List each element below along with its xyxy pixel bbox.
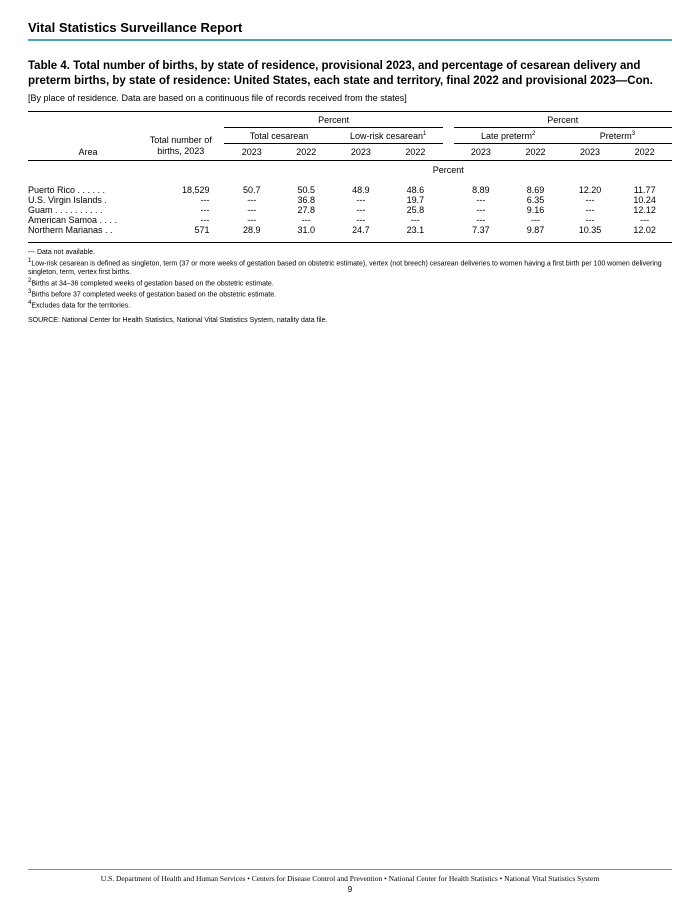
cell-value: ---	[224, 195, 279, 205]
footnotes: --- Data not available. 1Low-risk cesare…	[28, 249, 672, 326]
table-row: American Samoa . . . . -----------------…	[28, 215, 672, 225]
table-subtitle: [By place of residence. Data are based o…	[28, 93, 672, 103]
spanner-late-preterm: Late preterm2	[454, 127, 563, 143]
col-tc-2023: 2023	[224, 143, 279, 160]
cell-births: ---	[148, 205, 213, 215]
cell-value: 6.35	[508, 195, 563, 205]
cell-value: 48.9	[334, 185, 389, 195]
table-row: U.S. Virgin Islands . ------36.8---19.7-…	[28, 195, 672, 205]
page-footer: U.S. Department of Health and Human Serv…	[28, 869, 672, 894]
cell-value: 10.35	[563, 225, 618, 235]
cell-value: ---	[334, 215, 389, 225]
cell-value: ---	[617, 215, 672, 225]
col-total-births: Total number of births, 2023	[148, 111, 213, 160]
cell-value: 11.77	[617, 185, 672, 195]
cell-value: 25.8	[388, 205, 443, 215]
col-lp-2023: 2023	[454, 143, 509, 160]
cell-value: ---	[563, 195, 618, 205]
body-percent-label: Percent	[224, 160, 672, 177]
cell-value: 12.02	[617, 225, 672, 235]
cell-value: ---	[454, 205, 509, 215]
cell-value: ---	[388, 215, 443, 225]
cell-value: 9.87	[508, 225, 563, 235]
cell-value: ---	[224, 205, 279, 215]
footnote-3: 3Births before 37 completed weeks of ges…	[28, 289, 672, 300]
cell-value: ---	[454, 195, 509, 205]
cell-value: 12.20	[563, 185, 618, 195]
col-lr-2022: 2022	[388, 143, 443, 160]
cell-value: ---	[563, 215, 618, 225]
cell-value: ---	[334, 205, 389, 215]
table-row: Northern Marianas . . 571 28.931.024.723.…	[28, 225, 672, 235]
data-table: Area Total number of births, 2023 Percen…	[28, 111, 672, 244]
cell-value: 19.7	[388, 195, 443, 205]
cell-value: ---	[508, 215, 563, 225]
footnote-source: SOURCE: National Center for Health Stati…	[28, 317, 672, 326]
cell-value: 48.6	[388, 185, 443, 195]
row-area: American Samoa . . . .	[28, 215, 148, 225]
footnote-4: 4Excludes data for the territories.	[28, 300, 672, 311]
cell-value: 50.7	[224, 185, 279, 195]
report-header: Vital Statistics Surveillance Report	[28, 20, 672, 41]
footnote-na: --- Data not available.	[28, 249, 672, 258]
cell-value: 7.37	[454, 225, 509, 235]
row-area: U.S. Virgin Islands .	[28, 195, 148, 205]
spanner-percent-left: Percent	[224, 111, 442, 127]
cell-births: ---	[148, 195, 213, 205]
cell-value: ---	[334, 195, 389, 205]
cell-value: 28.9	[224, 225, 279, 235]
footnote-2: 2Births at 34–36 completed weeks of gest…	[28, 278, 672, 289]
cell-value: ---	[563, 205, 618, 215]
table-row: Puerto Rico . . . . . . 18,52950.750.548…	[28, 185, 672, 195]
col-tc-2022: 2022	[279, 143, 334, 160]
row-area: Northern Marianas . .	[28, 225, 148, 235]
spanner-total-cesarean: Total cesarean	[224, 127, 333, 143]
cell-value: ---	[279, 215, 334, 225]
col-pt-2022: 2022	[617, 143, 672, 160]
cell-value: ---	[224, 215, 279, 225]
table-title: Table 4. Total number of births, by stat…	[28, 59, 672, 89]
cell-value: 24.7	[334, 225, 389, 235]
row-area: Puerto Rico . . . . . .	[28, 185, 148, 195]
cell-value: 36.8	[279, 195, 334, 205]
cell-value: 9.16	[508, 205, 563, 215]
spanner-preterm: Preterm3	[563, 127, 672, 143]
cell-value: 12.12	[617, 205, 672, 215]
table-row: Guam . . . . . . . . . . ------27.8---25…	[28, 205, 672, 215]
cell-value: ---	[454, 215, 509, 225]
cell-births: 18,529	[148, 185, 213, 195]
footer-line: U.S. Department of Health and Human Serv…	[28, 874, 672, 883]
col-lp-2022: 2022	[508, 143, 563, 160]
footer-page-number: 9	[28, 885, 672, 894]
cell-value: 23.1	[388, 225, 443, 235]
cell-value: 50.5	[279, 185, 334, 195]
cell-value: 8.89	[454, 185, 509, 195]
spanner-low-risk: Low-risk cesarean1	[334, 127, 443, 143]
footnote-1: 1Low-risk cesarean is defined as singlet…	[28, 258, 672, 278]
cell-value: 27.8	[279, 205, 334, 215]
cell-births: ---	[148, 215, 213, 225]
cell-value: 10.24	[617, 195, 672, 205]
cell-value: 31.0	[279, 225, 334, 235]
col-pt-2023: 2023	[563, 143, 618, 160]
cell-value: 8.69	[508, 185, 563, 195]
col-area: Area	[28, 111, 148, 160]
col-lr-2023: 2023	[334, 143, 389, 160]
spanner-percent-right: Percent	[454, 111, 672, 127]
cell-births: 571	[148, 225, 213, 235]
row-area: Guam . . . . . . . . . .	[28, 205, 148, 215]
